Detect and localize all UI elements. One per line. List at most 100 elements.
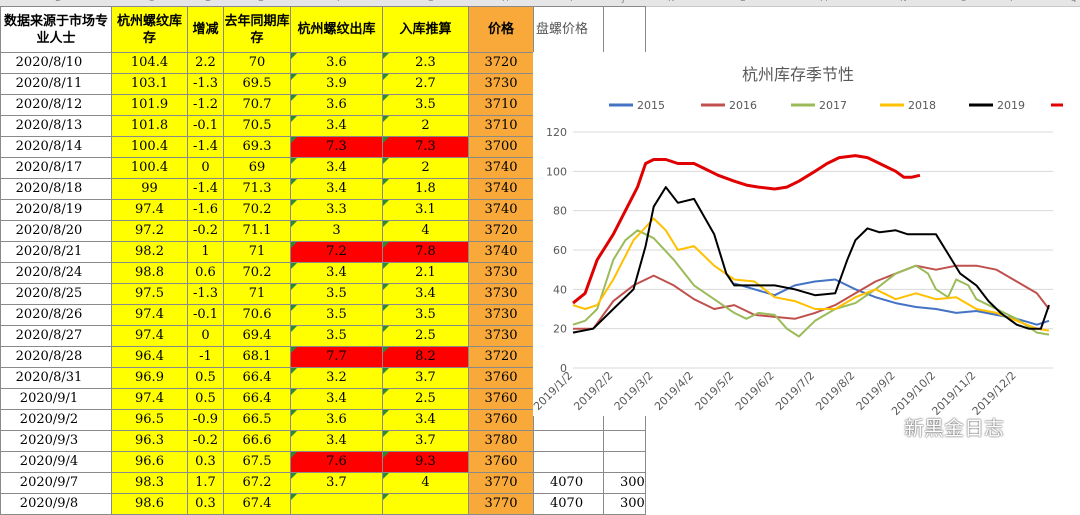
coil-price-cell[interactable]: 4070 [533,493,604,515]
change-cell[interactable]: 0.3 [187,451,224,473]
column-letter[interactable]: G [427,0,434,4]
date-cell[interactable]: 2020/8/11 [0,73,112,95]
extra-cell[interactable]: 300 [603,493,646,515]
outbound-cell[interactable]: 7.3 [290,136,383,158]
change-cell[interactable]: 0 [187,157,224,179]
change-cell[interactable]: 0.5 [187,367,224,389]
price-cell[interactable]: 3730 [468,73,534,95]
price-cell[interactable]: 3740 [468,241,534,263]
change-cell[interactable]: -0.1 [187,115,224,137]
header-empty-cell[interactable] [603,6,646,53]
stock-cell[interactable]: 97.4 [111,304,188,326]
last-year-cell[interactable]: 67.5 [223,451,291,473]
inbound-cell[interactable]: 8.2 [382,346,469,368]
column-letter[interactable]: O [960,0,967,4]
outbound-cell[interactable]: 3.7 [290,472,383,494]
stock-cell[interactable]: 101.9 [111,94,188,116]
column-letter[interactable]: K [668,0,674,4]
inbound-cell[interactable]: 4 [382,472,469,494]
date-cell[interactable]: 2020/9/8 [0,493,112,515]
inbound-cell[interactable]: 2.3 [382,52,469,74]
stock-cell[interactable]: 103.1 [111,73,188,95]
date-cell[interactable]: 2020/8/28 [0,346,112,368]
inbound-cell[interactable]: 3.4 [382,283,469,305]
date-cell[interactable]: 2020/9/1 [0,388,112,410]
price-cell[interactable]: 3760 [468,409,534,431]
price-cell[interactable]: 3700 [468,136,534,158]
coil-price-cell[interactable] [533,430,604,452]
last-year-cell[interactable]: 70.7 [223,94,291,116]
outbound-cell[interactable]: 3.4 [290,178,383,200]
price-cell[interactable]: 3760 [468,367,534,389]
stock-cell[interactable]: 101.8 [111,115,188,137]
column-letter[interactable]: L [740,0,745,4]
price-cell[interactable]: 3780 [468,430,534,452]
change-cell[interactable]: 2.2 [187,52,224,74]
header-inbound-estimate[interactable]: 入库推算 [382,6,469,53]
price-cell[interactable]: 3770 [468,493,534,515]
last-year-cell[interactable]: 66.6 [223,430,291,452]
date-cell[interactable]: 2020/8/10 [0,52,112,74]
price-cell[interactable]: 3710 [468,94,534,116]
change-cell[interactable]: 0.3 [187,493,224,515]
change-cell[interactable]: -1 [187,346,224,368]
change-cell[interactable]: -0.2 [187,430,224,452]
inbound-cell[interactable]: 3.5 [382,304,469,326]
date-cell[interactable]: 2020/8/18 [0,178,112,200]
outbound-cell[interactable]: 3.4 [290,262,383,284]
stock-cell[interactable]: 99 [111,178,188,200]
date-cell[interactable]: 2020/9/3 [0,430,112,452]
price-cell[interactable]: 3730 [468,283,534,305]
price-cell[interactable]: 3720 [468,52,534,74]
date-cell[interactable]: 2020/8/25 [0,283,112,305]
outbound-cell[interactable]: 7.7 [290,346,383,368]
last-year-cell[interactable]: 70.2 [223,199,291,221]
last-year-cell[interactable]: 70.5 [223,115,291,137]
inbound-cell[interactable]: 2.5 [382,388,469,410]
change-cell[interactable]: -1.3 [187,73,224,95]
price-cell[interactable]: 3730 [468,262,534,284]
stock-cell[interactable]: 97.4 [111,199,188,221]
inbound-cell[interactable]: 9.3 [382,451,469,473]
price-cell[interactable]: 3730 [468,325,534,347]
last-year-cell[interactable]: 71 [223,283,291,305]
stock-cell[interactable]: 97.4 [111,388,188,410]
price-cell[interactable]: 3770 [468,472,534,494]
price-cell[interactable]: 3740 [468,157,534,179]
outbound-cell[interactable]: 3.6 [290,94,383,116]
last-year-cell[interactable]: 69.5 [223,73,291,95]
coil-price-cell[interactable]: 4070 [533,472,604,494]
last-year-cell[interactable]: 71.1 [223,220,291,242]
outbound-cell[interactable]: 3.6 [290,409,383,431]
extra-cell[interactable] [603,430,646,452]
stock-cell[interactable]: 96.6 [111,451,188,473]
stock-cell[interactable]: 96.3 [111,430,188,452]
last-year-cell[interactable]: 70 [223,52,291,74]
outbound-cell[interactable]: 3.3 [290,199,383,221]
header-change[interactable]: 增减 [187,6,224,53]
inbound-cell[interactable]: 3.5 [382,94,469,116]
inbound-cell[interactable] [382,493,469,515]
date-cell[interactable]: 2020/8/31 [0,367,112,389]
last-year-cell[interactable]: 69.3 [223,136,291,158]
date-cell[interactable]: 2020/8/19 [0,199,112,221]
inbound-cell[interactable]: 4 [382,220,469,242]
change-cell[interactable]: 1 [187,241,224,263]
price-cell[interactable]: 3720 [468,220,534,242]
last-year-cell[interactable]: 71.3 [223,178,291,200]
column-letter[interactable]: F [337,0,342,4]
inbound-cell[interactable]: 1.8 [382,178,469,200]
stock-cell[interactable]: 98.3 [111,472,188,494]
change-cell[interactable]: -1.3 [187,283,224,305]
column-letter[interactable]: H [502,0,509,4]
inbound-cell[interactable]: 3.4 [382,409,469,431]
change-cell[interactable]: -1.6 [187,199,224,221]
outbound-cell[interactable]: 3.4 [290,430,383,452]
header-coil-price[interactable]: 盘螺价格 [533,6,604,53]
stock-cell[interactable]: 97.4 [111,325,188,347]
price-cell[interactable]: 3710 [468,115,534,137]
last-year-cell[interactable]: 71 [223,241,291,263]
column-letter[interactable]: P [1010,0,1015,4]
stock-cell[interactable]: 96.5 [111,409,188,431]
price-cell[interactable]: 3720 [468,346,534,368]
